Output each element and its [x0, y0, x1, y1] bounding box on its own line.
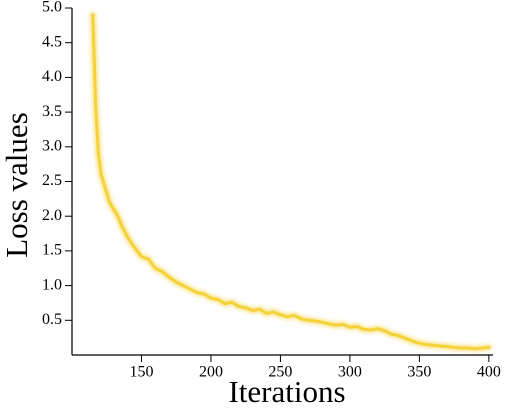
y-tick-label: 1.0: [42, 276, 62, 293]
line-glow: [89, 11, 493, 353]
y-tick-label: 4.0: [42, 68, 62, 85]
y-axis-title: Loss values: [0, 112, 34, 258]
x-tick-label: 350: [407, 364, 431, 381]
y-tick-label: 3.5: [42, 103, 62, 120]
y-tick-label: 1.5: [42, 242, 62, 259]
y-tick-label: 2.5: [42, 172, 62, 189]
y-tick-label: 5.0: [42, 0, 62, 16]
y-tick-label: 3.0: [42, 137, 62, 154]
x-tick-label: 150: [129, 364, 153, 381]
line: [91, 13, 491, 351]
x-tick-label: 300: [338, 364, 362, 381]
y-tick-label: 0.5: [42, 311, 62, 328]
x-tick-label: 250: [268, 364, 292, 381]
y-tick-label: 4.5: [42, 33, 62, 50]
x-tick-label: 200: [199, 364, 223, 381]
x-axis-title: Iterations: [228, 374, 345, 408]
x-tick-label: 400: [477, 364, 501, 381]
y-tick-label: 2.0: [42, 207, 62, 224]
